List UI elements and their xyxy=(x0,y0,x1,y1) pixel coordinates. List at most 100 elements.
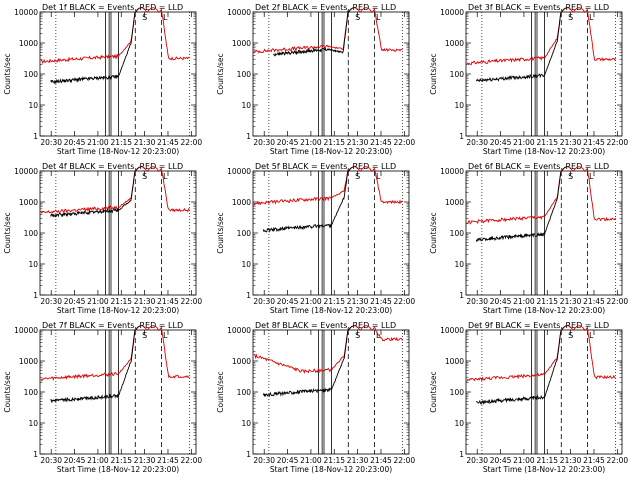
x-tick-label: 22:00 xyxy=(181,297,203,306)
lld-rate-series xyxy=(253,325,403,375)
y-axis-label: Counts/sec xyxy=(3,371,12,412)
events-rate-series xyxy=(262,325,354,398)
x-tick-label: 22:00 xyxy=(607,138,629,147)
x-tick-label: 21:00 xyxy=(513,297,535,306)
interval-marker-label: S xyxy=(355,13,360,22)
plot-frame xyxy=(39,11,197,137)
x-tick-label: 20:30 xyxy=(253,456,275,465)
x-tick-label: 22:00 xyxy=(394,297,416,306)
x-tick-label: 21:45 xyxy=(157,456,179,465)
lld-rate-series xyxy=(40,325,190,382)
interval-marker-label: L xyxy=(163,13,168,22)
x-tick-label: 21:15 xyxy=(536,297,558,306)
chart-panel-9: Det 9f BLACK = Events, RED = LLD 1 10 100 10… xyxy=(429,321,628,474)
lld-rate-series xyxy=(40,7,190,65)
y-tick-label: 1 xyxy=(33,132,38,141)
x-tick-label: 22:00 xyxy=(607,456,629,465)
x-tick-label: 21:45 xyxy=(583,297,605,306)
y-tick-label: 10 xyxy=(454,419,464,428)
chart-title: Det 1f BLACK = Events, RED = LLD xyxy=(42,3,183,12)
chart-title: Det 8f BLACK = Events, RED = LLD xyxy=(255,321,396,330)
lld-rate-series xyxy=(253,166,403,206)
x-axis-label: Start Time (18-Nov-12 20:23:00) xyxy=(483,465,605,474)
chart-title: Det 4f BLACK = Events, RED = LLD xyxy=(42,162,183,171)
x-tick-label: 21:30 xyxy=(560,138,582,147)
x-tick-label: 20:30 xyxy=(40,456,62,465)
y-tick-label: 100 xyxy=(237,229,252,238)
y-tick-label: 100 xyxy=(24,70,39,79)
y-tick-label: 1000 xyxy=(19,357,38,366)
interval-marker-label: L xyxy=(589,13,594,22)
y-tick-label: 100 xyxy=(450,388,465,397)
x-tick-label: 21:00 xyxy=(513,138,535,147)
x-tick-label: 20:45 xyxy=(490,456,512,465)
interval-marker-label: S xyxy=(568,331,573,340)
x-tick-label: 21:30 xyxy=(347,456,369,465)
x-tick-label: 20:30 xyxy=(466,138,488,147)
chart-title: Det 5f BLACK = Events, RED = LLD xyxy=(255,162,396,171)
x-tick-label: 21:15 xyxy=(110,138,132,147)
x-tick-label: 20:45 xyxy=(64,138,86,147)
events-rate-series xyxy=(262,166,354,233)
y-axis-label: Counts/sec xyxy=(429,371,438,412)
x-tick-label: 22:00 xyxy=(394,456,416,465)
x-axis-label: Start Time (18-Nov-12 20:23:00) xyxy=(270,147,392,156)
chart-title: Det 2f BLACK = Events, RED = LLD xyxy=(255,3,396,12)
y-tick-label: 100 xyxy=(450,70,465,79)
y-axis-label: Counts/sec xyxy=(216,53,225,94)
chart-title: Det 3f BLACK = Events, RED = LLD xyxy=(468,3,609,12)
y-tick-label: 1000 xyxy=(445,198,464,207)
interval-marker-label: S xyxy=(355,331,360,340)
interval-marker-label: S xyxy=(142,13,147,22)
plot-frame xyxy=(252,11,410,137)
interval-marker-label: L xyxy=(376,172,381,181)
events-rate-series xyxy=(50,325,141,403)
y-tick-label: 1 xyxy=(459,291,464,300)
events-rate-series xyxy=(475,166,567,243)
y-axis-label: Counts/sec xyxy=(429,53,438,94)
chart-panel-7: Det 7f BLACK = Events, RED = LLD 1 10 100 10… xyxy=(3,321,202,474)
y-tick-label: 10000 xyxy=(440,8,464,17)
x-tick-label: 20:30 xyxy=(466,456,488,465)
interval-marker-label: S xyxy=(142,172,147,181)
y-tick-label: 1000 xyxy=(232,357,251,366)
y-tick-label: 10 xyxy=(241,419,251,428)
plot-frame xyxy=(465,329,623,455)
interval-marker-label: S xyxy=(568,172,573,181)
chart-panel-6: Det 6f BLACK = Events, RED = LLD 1 10 100 10… xyxy=(429,162,628,315)
x-axis-label: Start Time (18-Nov-12 20:23:00) xyxy=(483,147,605,156)
y-tick-label: 100 xyxy=(24,388,39,397)
plot-frame xyxy=(39,329,197,455)
y-tick-label: 10000 xyxy=(440,326,464,335)
y-tick-label: 1000 xyxy=(445,39,464,48)
plot-frame xyxy=(252,329,410,455)
interval-marker-label: S xyxy=(568,13,573,22)
y-tick-label: 1 xyxy=(33,291,38,300)
x-tick-label: 21:30 xyxy=(347,297,369,306)
x-tick-label: 21:15 xyxy=(536,456,558,465)
y-tick-label: 10 xyxy=(28,101,38,110)
y-tick-label: 10 xyxy=(28,260,38,269)
y-tick-label: 1 xyxy=(246,291,251,300)
y-tick-label: 10 xyxy=(454,101,464,110)
x-tick-label: 22:00 xyxy=(181,138,203,147)
y-tick-label: 10 xyxy=(454,260,464,269)
x-tick-label: 20:30 xyxy=(40,138,62,147)
lld-rate-series xyxy=(253,7,403,54)
x-tick-label: 22:00 xyxy=(394,138,416,147)
chart-panel-2: Det 2f BLACK = Events, RED = LLD 1 10 100 10… xyxy=(216,3,415,156)
interval-marker-label: L xyxy=(589,172,594,181)
x-tick-label: 21:30 xyxy=(134,138,156,147)
x-tick-label: 22:00 xyxy=(607,297,629,306)
x-tick-label: 21:00 xyxy=(87,138,109,147)
y-tick-label: 10 xyxy=(241,260,251,269)
x-axis-label: Start Time (18-Nov-12 20:23:00) xyxy=(57,465,179,474)
chart-panel-5: Det 5f BLACK = Events, RED = LLD 1 10 100 10… xyxy=(216,162,415,315)
interval-marker-label: L xyxy=(163,331,168,340)
y-axis-label: Counts/sec xyxy=(216,371,225,412)
x-tick-label: 21:45 xyxy=(370,138,392,147)
x-tick-label: 22:00 xyxy=(181,456,203,465)
x-tick-label: 20:45 xyxy=(277,297,299,306)
x-tick-label: 21:15 xyxy=(323,138,345,147)
y-axis-label: Counts/sec xyxy=(429,212,438,253)
